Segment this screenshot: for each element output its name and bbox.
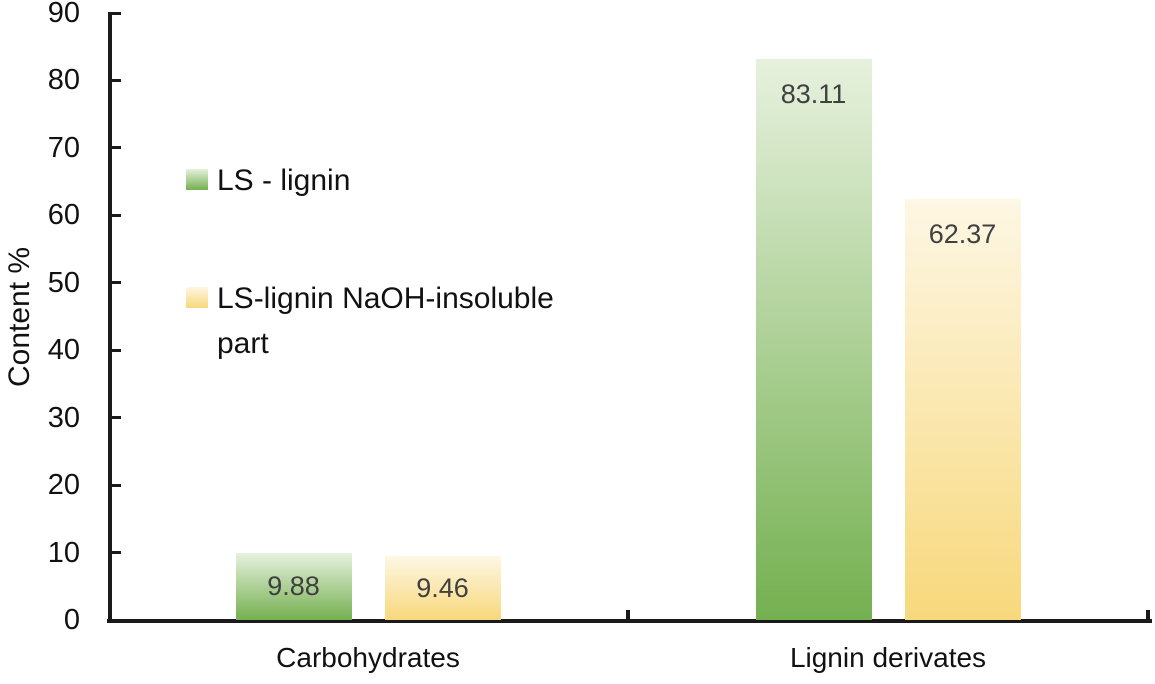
y-tick-label: 40 [47,334,80,367]
legend-label: LS - lignin [217,164,351,197]
x-tick-mark [626,610,630,622]
y-tick-mark [111,551,121,555]
y-tick-label: 90 [47,0,80,29]
y-tick-mark [111,416,121,420]
legend-swatch-icon [186,287,208,308]
y-tick-label: 60 [47,199,80,232]
legend-item: LS-lignin NaOH-insoluble part [186,276,586,366]
y-tick-mark [111,618,121,622]
y-tick-mark [111,483,121,487]
legend-swatch-icon [186,169,208,190]
y-tick-label: 0 [63,604,80,636]
y-axis-title: Content % [3,246,36,387]
bar: 9.46 [384,556,501,620]
bar: 62.37 [904,199,1021,620]
bar-label: 62.37 [928,219,997,250]
y-tick-label: 50 [47,266,80,299]
y-tick-mark [111,146,121,150]
x-tick-mark [1146,610,1150,622]
legend-item: LS - lignin [186,158,586,203]
y-tick-mark [111,281,121,285]
bar: 83.11 [755,59,872,620]
y-tick-label: 80 [47,64,80,97]
bar-label: 83.11 [780,79,847,110]
y-tick-label: 70 [47,131,80,164]
category-label: Lignin derivates [789,642,987,673]
y-tick-label: 30 [47,401,80,434]
y-tick-mark [111,213,121,217]
y-axis-line [108,12,112,623]
bar-label: 9.46 [416,572,469,603]
y-tick-label: 20 [47,469,80,502]
legend-label: LS-lignin NaOH-insoluble part [217,282,554,360]
x-axis-line [107,619,1152,623]
y-tick-mark [111,348,121,352]
y-tick-mark [111,11,121,15]
legend: LS - lignin LS-lignin NaOH-insoluble part [186,158,586,366]
bar: 9.88 [235,553,352,620]
bar-label: 9.88 [267,571,320,602]
y-tick-mark [111,78,121,82]
category-label: Carbohydrates [276,642,460,673]
y-tick-label: 10 [47,536,80,569]
